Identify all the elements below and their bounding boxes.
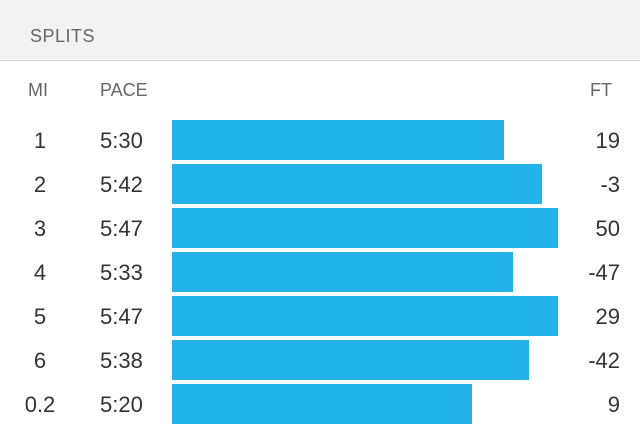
split-pace: 5:42 [100,172,143,197]
split-mile: 1 [33,128,47,153]
split-elevation: 29 [595,304,620,329]
split-row: 2 5:42 -3 [0,164,640,204]
pace-bar [172,296,559,336]
pace-bar [172,208,559,248]
pace-bar [172,252,514,292]
split-row: 5 5:47 29 [0,296,640,336]
split-pace: 5:33 [100,260,143,285]
split-row: 0.2 5:20 9 [0,384,640,424]
split-mile: 2 [33,172,47,197]
split-row: 4 5:33 -47 [0,252,640,292]
split-mile: 6 [33,348,47,373]
split-pace: 5:38 [100,348,143,373]
pace-bar [172,340,530,380]
split-pace: 5:30 [100,128,143,153]
split-row: 6 5:38 -42 [0,340,640,380]
split-row: 3 5:47 50 [0,208,640,248]
split-row: 1 5:30 19 [0,120,640,160]
split-mile: 3 [33,216,47,241]
pace-bar [172,164,543,204]
split-mile: 0.2 [24,392,56,417]
split-mile: 4 [33,260,47,285]
pace-bar [172,384,472,424]
split-elevation: 19 [595,128,620,153]
split-mile: 5 [33,304,47,329]
column-header-mi: MI [28,80,48,100]
split-pace: 5:47 [100,216,143,241]
split-elevation: -3 [600,172,620,197]
split-elevation: -42 [588,348,620,373]
split-elevation: 9 [607,392,620,417]
pace-bar [172,120,504,160]
splits-header: SPLITS [0,0,640,61]
split-elevation: -47 [588,260,620,285]
section-title: SPLITS [30,26,96,46]
split-elevation: 50 [595,216,620,241]
column-header-pace: PACE [100,80,148,100]
split-pace: 5:20 [100,392,143,417]
split-pace: 5:47 [100,304,143,329]
column-header-ft: FT [590,80,612,100]
